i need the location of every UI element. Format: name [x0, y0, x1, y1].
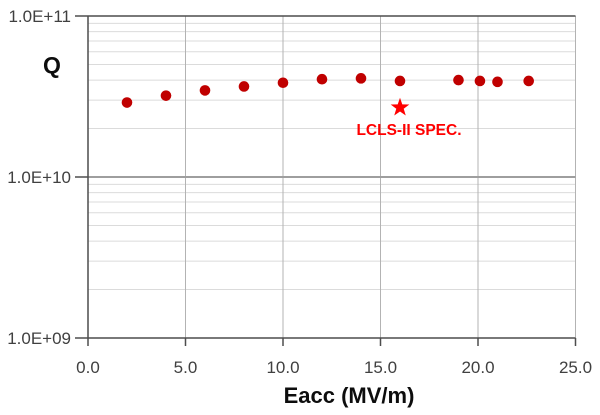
y-tick-label: 1.0E+10 [7, 168, 71, 187]
lcls-ii-spec-label: LCLS-II SPEC. [356, 122, 462, 139]
data-point-marker [474, 75, 486, 87]
data-point-marker [523, 75, 534, 87]
x-tick-label: 20.0 [461, 358, 494, 377]
data-point-marker [453, 74, 464, 86]
data-point-marker [199, 85, 211, 96]
y-axis-title: Q [43, 52, 61, 78]
data-point-marker [316, 73, 328, 85]
data-point-marker [355, 73, 367, 84]
data-point-marker [121, 97, 133, 108]
y-tick-label: 1.0E+09 [7, 329, 71, 348]
x-tick-label: 5.0 [174, 358, 198, 377]
x-tick-label: 0.0 [76, 358, 100, 377]
data-point-marker [277, 77, 289, 89]
x-axis-title: Eacc (MV/m) [283, 383, 415, 408]
x-tick-label: 15.0 [364, 358, 397, 377]
data-point-marker [238, 81, 250, 92]
data-point-marker [492, 76, 503, 88]
x-tick-label: 10.0 [266, 358, 299, 377]
data-point-marker [160, 90, 172, 101]
data-point-marker [394, 75, 406, 87]
y-tick-label: 1.0E+11 [8, 7, 71, 26]
x-tick-label: 25.0 [559, 358, 592, 377]
spec-star-marker [390, 97, 410, 116]
